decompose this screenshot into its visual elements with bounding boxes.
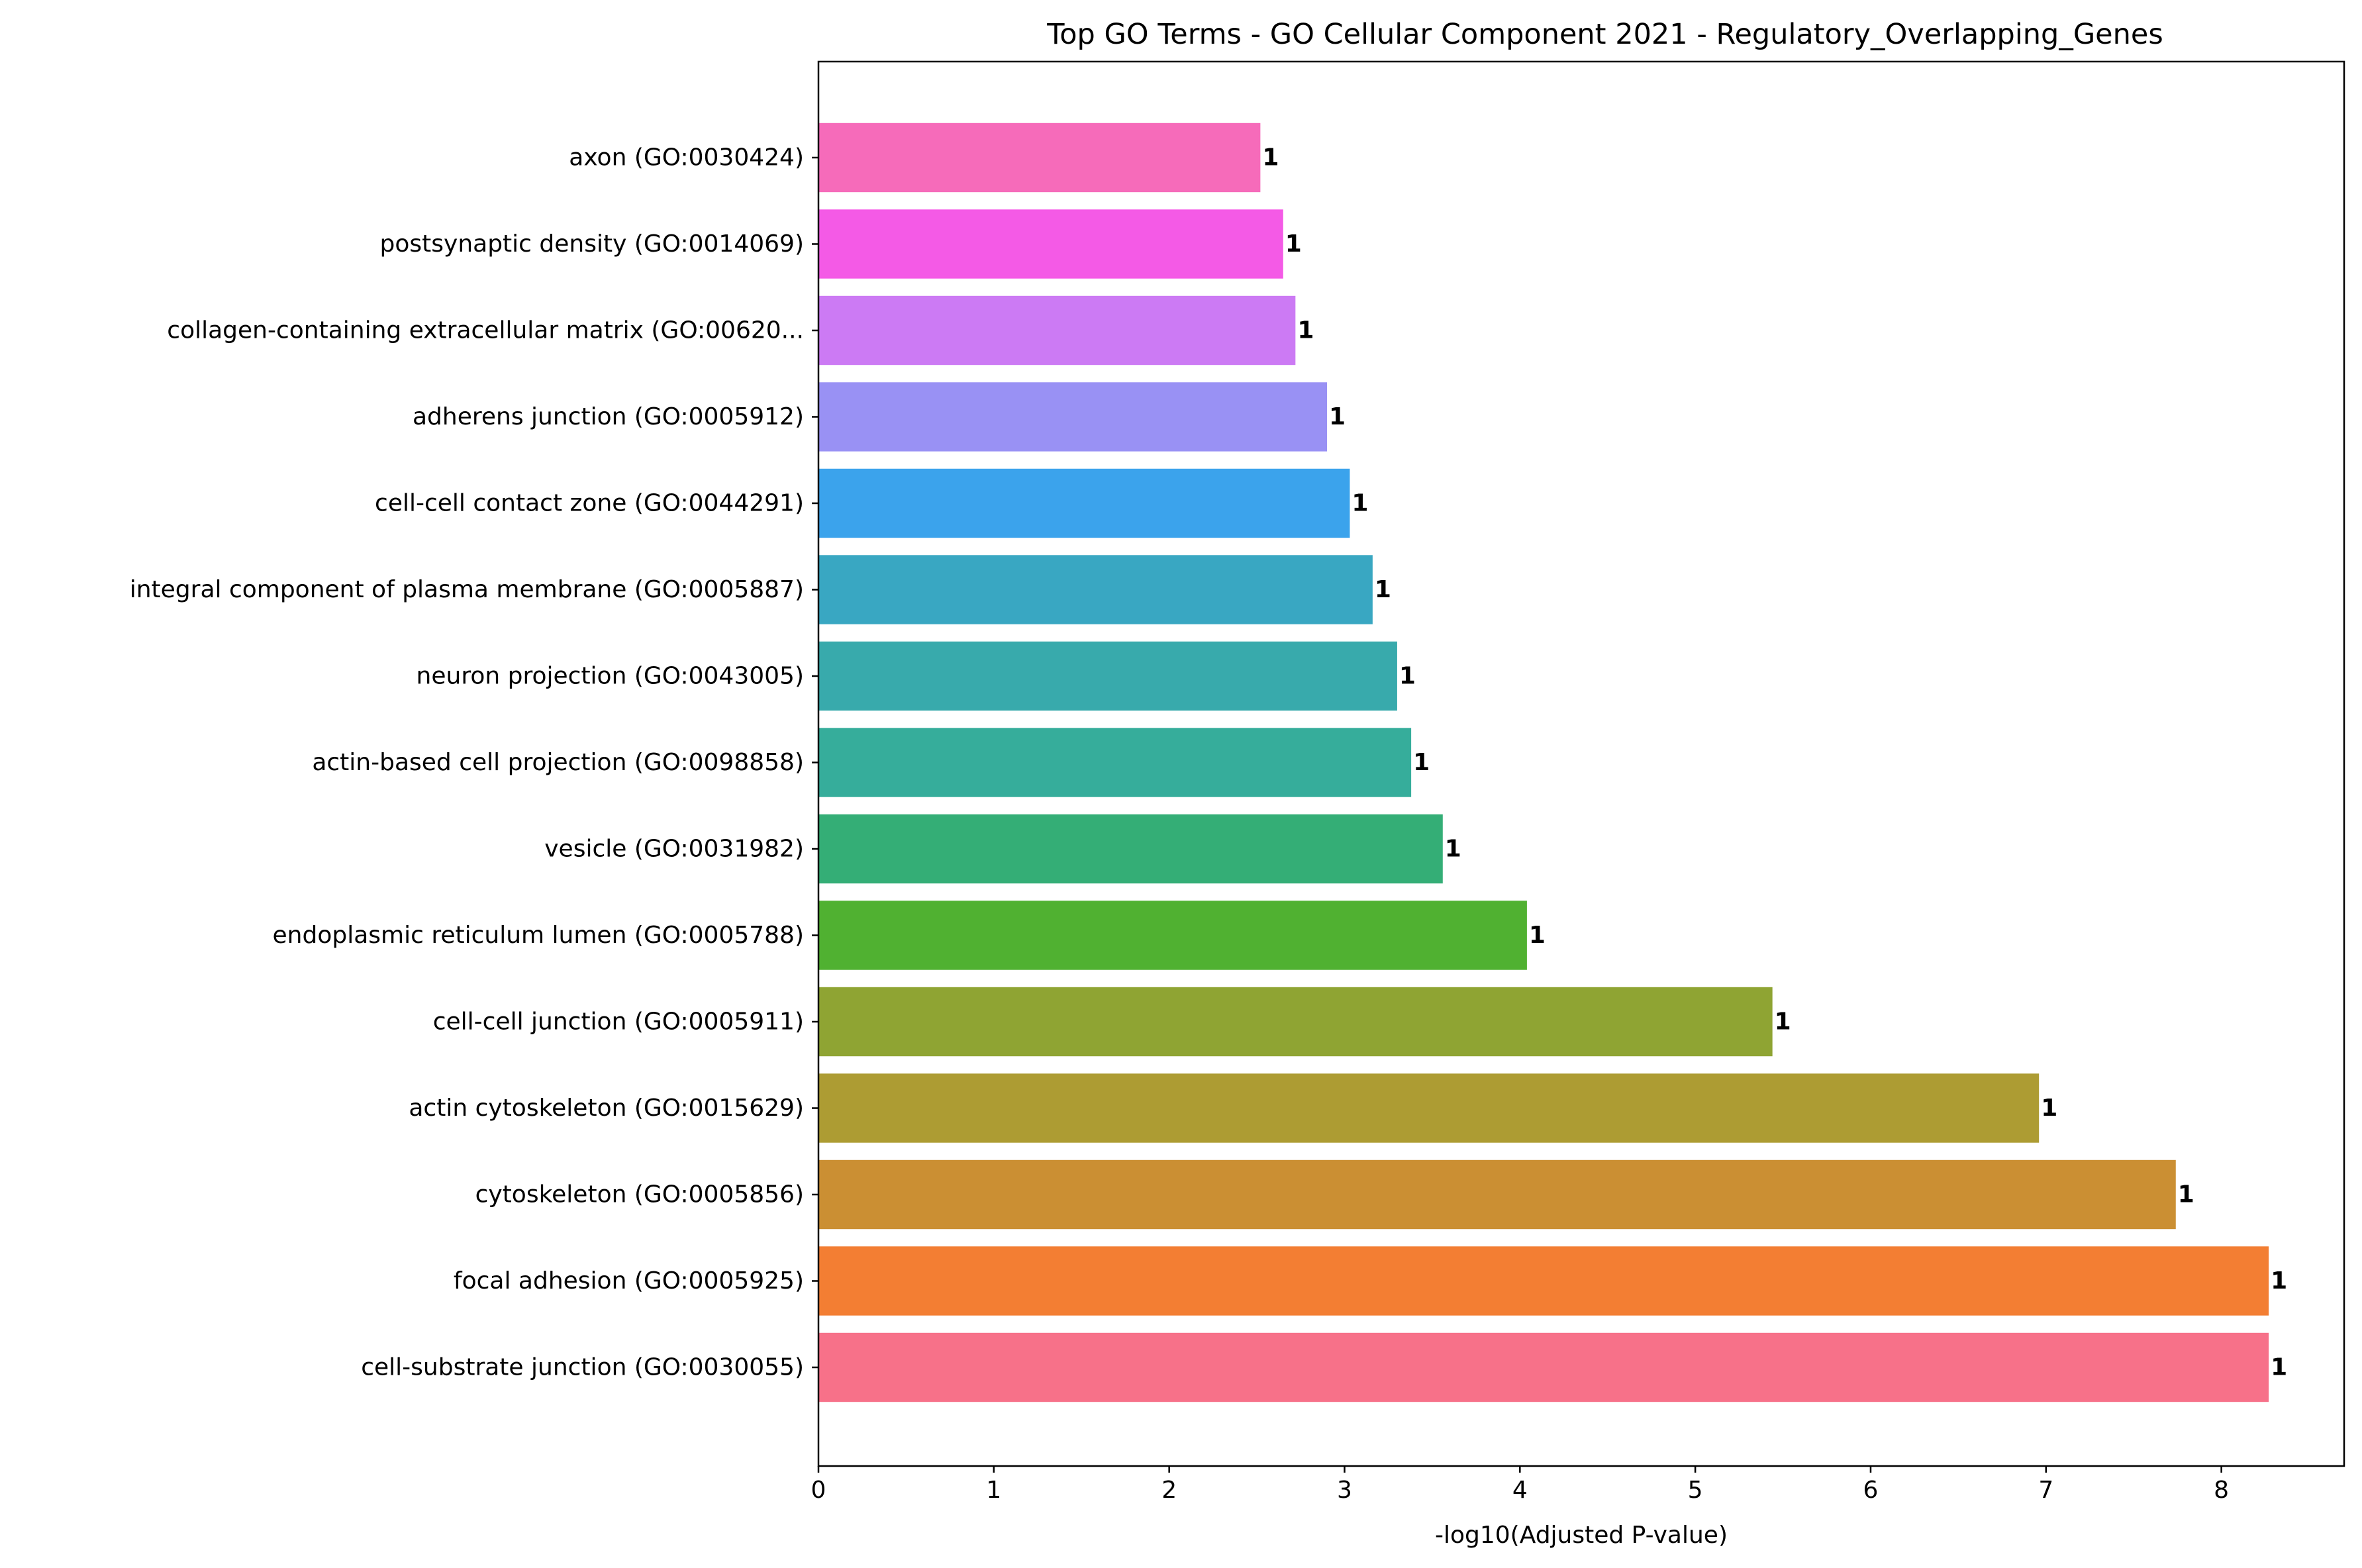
bar <box>818 641 1397 711</box>
x-tick-label: 7 <box>2038 1477 2053 1504</box>
y-tick-label: endoplasmic reticulum lumen (GO:0005788) <box>273 922 804 949</box>
y-tick-label: postsynaptic density (GO:0014069) <box>380 230 804 258</box>
y-tick-label: adherens junction (GO:0005912) <box>413 403 804 430</box>
bar <box>818 1073 2040 1143</box>
bar-value-label: 1 <box>1529 922 1546 949</box>
x-tick-label: 1 <box>986 1477 1001 1504</box>
y-tick-label: focal adhesion (GO:0005925) <box>454 1267 804 1295</box>
bar <box>818 295 1296 366</box>
y-tick-label: actin cytoskeleton (GO:0015629) <box>409 1095 804 1122</box>
y-tick-label: collagen-containing extracellular matrix… <box>167 317 804 344</box>
y-tick-label: vesicle (GO:0031982) <box>544 836 804 863</box>
x-tick-label: 5 <box>1688 1477 1703 1504</box>
x-tick-label: 8 <box>2214 1477 2229 1504</box>
bar <box>818 555 1373 624</box>
bar <box>818 1332 2269 1402</box>
bar-value-label: 1 <box>2271 1354 2287 1381</box>
bar <box>818 209 1283 279</box>
bar-value-label: 1 <box>1285 230 1302 258</box>
bar-value-label: 1 <box>1297 317 1314 344</box>
bar-value-label: 1 <box>2271 1267 2287 1295</box>
y-tick-label: axon (GO:0030424) <box>569 144 804 172</box>
bar <box>818 122 1261 193</box>
bar-value-label: 1 <box>1413 749 1430 776</box>
y-tick-label: integral component of plasma membrane (G… <box>130 576 804 603</box>
bar <box>818 728 1412 797</box>
chart-title: Top GO Terms - GO Cellular Component 202… <box>1046 18 2163 51</box>
x-tick-label: 0 <box>811 1477 826 1504</box>
bar-value-label: 1 <box>1399 663 1416 690</box>
bar-value-label: 1 <box>1375 576 1391 603</box>
x-tick-label: 6 <box>1863 1477 1879 1504</box>
bar-value-label: 1 <box>1775 1008 1791 1036</box>
bar <box>818 987 1773 1057</box>
y-tick-label: cytoskeleton (GO:0005856) <box>475 1181 804 1208</box>
bar <box>818 901 1527 970</box>
bar-value-label: 1 <box>1329 403 1346 430</box>
bar <box>818 1159 2176 1230</box>
y-tick-labels: cell-substrate junction (GO:0030055) foca… <box>130 144 818 1381</box>
x-axis-label: -log10(Adjusted P-value) <box>1435 1522 1728 1549</box>
x-tick-label: 3 <box>1337 1477 1352 1504</box>
bar <box>818 814 1443 884</box>
bar-value-label: 1 <box>1445 836 1461 863</box>
y-tick-label: cell-cell junction (GO:0005911) <box>433 1008 804 1036</box>
bar <box>818 1246 2269 1316</box>
bar <box>818 468 1350 538</box>
bar-value-label: 1 <box>1262 144 1279 172</box>
y-tick-label: actin-based cell projection (GO:0098858) <box>312 749 804 776</box>
bar-value-label: 1 <box>1352 490 1368 517</box>
x-tick-label: 2 <box>1161 1477 1177 1504</box>
plot-area-frame <box>817 60 2345 1467</box>
x-tick-labels: 0 1 2 3 4 5 6 7 8 <box>811 1466 2229 1504</box>
y-tick-label: cell-substrate junction (GO:0030055) <box>361 1354 804 1381</box>
bar <box>818 382 1327 452</box>
data-labels: 1 1 1 1 1 1 1 1 1 1 1 1 1 1 1 <box>1262 144 2287 1381</box>
bar-value-label: 1 <box>2041 1095 2057 1122</box>
x-tick-label: 4 <box>1512 1477 1528 1504</box>
y-tick-label: cell-cell contact zone (GO:0044291) <box>375 490 804 517</box>
bars-group <box>818 122 2269 1402</box>
y-tick-label: neuron projection (GO:0043005) <box>417 663 804 690</box>
bar-value-label: 1 <box>2178 1181 2194 1208</box>
